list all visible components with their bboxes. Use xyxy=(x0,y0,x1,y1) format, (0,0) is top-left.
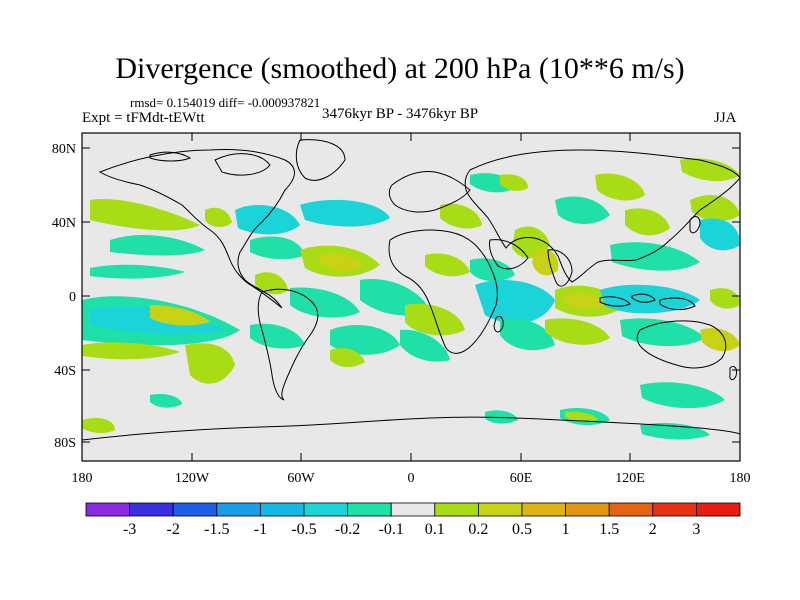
colorbar-label: -3 xyxy=(123,521,136,538)
colorbar-swatch xyxy=(390,502,436,517)
colorbar-label: -2 xyxy=(167,521,180,538)
lon-tick-label: 180 xyxy=(72,471,93,486)
lat-tick-label: 40N xyxy=(52,216,76,231)
colorbar-swatch xyxy=(696,502,741,517)
experiment-label: Expt = tFMdt-tEWtt xyxy=(82,110,205,126)
colorbar-label: 1 xyxy=(562,521,570,538)
colorbar-swatch xyxy=(434,502,479,517)
colorbar-swatch xyxy=(521,502,566,517)
colorbar-label: 0.2 xyxy=(468,521,488,538)
colorbar-label: 2 xyxy=(649,521,657,538)
coastlines xyxy=(82,139,740,441)
colorbar-label: 3 xyxy=(692,521,700,538)
lon-tick-label: 60W xyxy=(287,471,315,486)
colorbar-swatch xyxy=(129,502,174,517)
lat-tick-label: 40S xyxy=(54,364,76,379)
lat-tick-label: 0 xyxy=(69,290,76,305)
colorbar-label: 0.1 xyxy=(425,521,445,538)
colorbar-swatch xyxy=(172,502,218,517)
time-period-label: 3476kyr BP - 3476kyr BP xyxy=(322,106,479,122)
rmsd-diff-stats: rmsd= 0.154019 diff= -0.000937821 xyxy=(130,95,321,110)
colorbar-swatch xyxy=(477,502,523,517)
lat-tick-label: 80S xyxy=(54,436,76,451)
colorbar-label: -1 xyxy=(254,521,267,538)
colorbar-label: -0.1 xyxy=(379,521,404,538)
lon-tick-label: 0 xyxy=(408,471,415,486)
colorbar: -3 -2 -1.5 -1 -0.5 -0.2 -0.1 0.1 0.2 0.5 1 1.5 2 3 xyxy=(85,502,741,538)
lat-tick-label: 80N xyxy=(52,142,76,157)
divergence-field xyxy=(82,158,740,440)
map-title: Divergence (smoothed) at 200 hPa (10**6 … xyxy=(115,52,685,85)
colorbar-swatch xyxy=(303,502,348,517)
colorbar-label: 1.5 xyxy=(599,521,619,538)
colorbar-label: 0.5 xyxy=(512,521,532,538)
colorbar-label: -0.2 xyxy=(335,521,360,538)
latitude-axis: 80N 40N 0 40S 80S xyxy=(52,142,740,451)
longitude-axis: 180 120W 60W 0 60E 120E 180 xyxy=(72,133,751,486)
colorbar-swatch xyxy=(565,502,610,517)
colorbar-label: -0.5 xyxy=(291,521,316,538)
colorbar-swatch xyxy=(608,502,654,517)
season-label: JJA xyxy=(714,110,737,126)
lon-tick-label: 120E xyxy=(615,471,645,486)
lon-tick-label: 60E xyxy=(510,471,533,486)
lon-tick-label: 120W xyxy=(175,471,210,486)
colorbar-swatch xyxy=(347,502,392,517)
colorbar-swatch xyxy=(85,502,130,517)
colorbar-swatch xyxy=(216,502,261,517)
colorbar-label: -1.5 xyxy=(204,521,229,538)
colorbar-swatch xyxy=(259,502,305,517)
lon-tick-label: 180 xyxy=(730,471,751,486)
colorbar-swatch xyxy=(652,502,697,517)
